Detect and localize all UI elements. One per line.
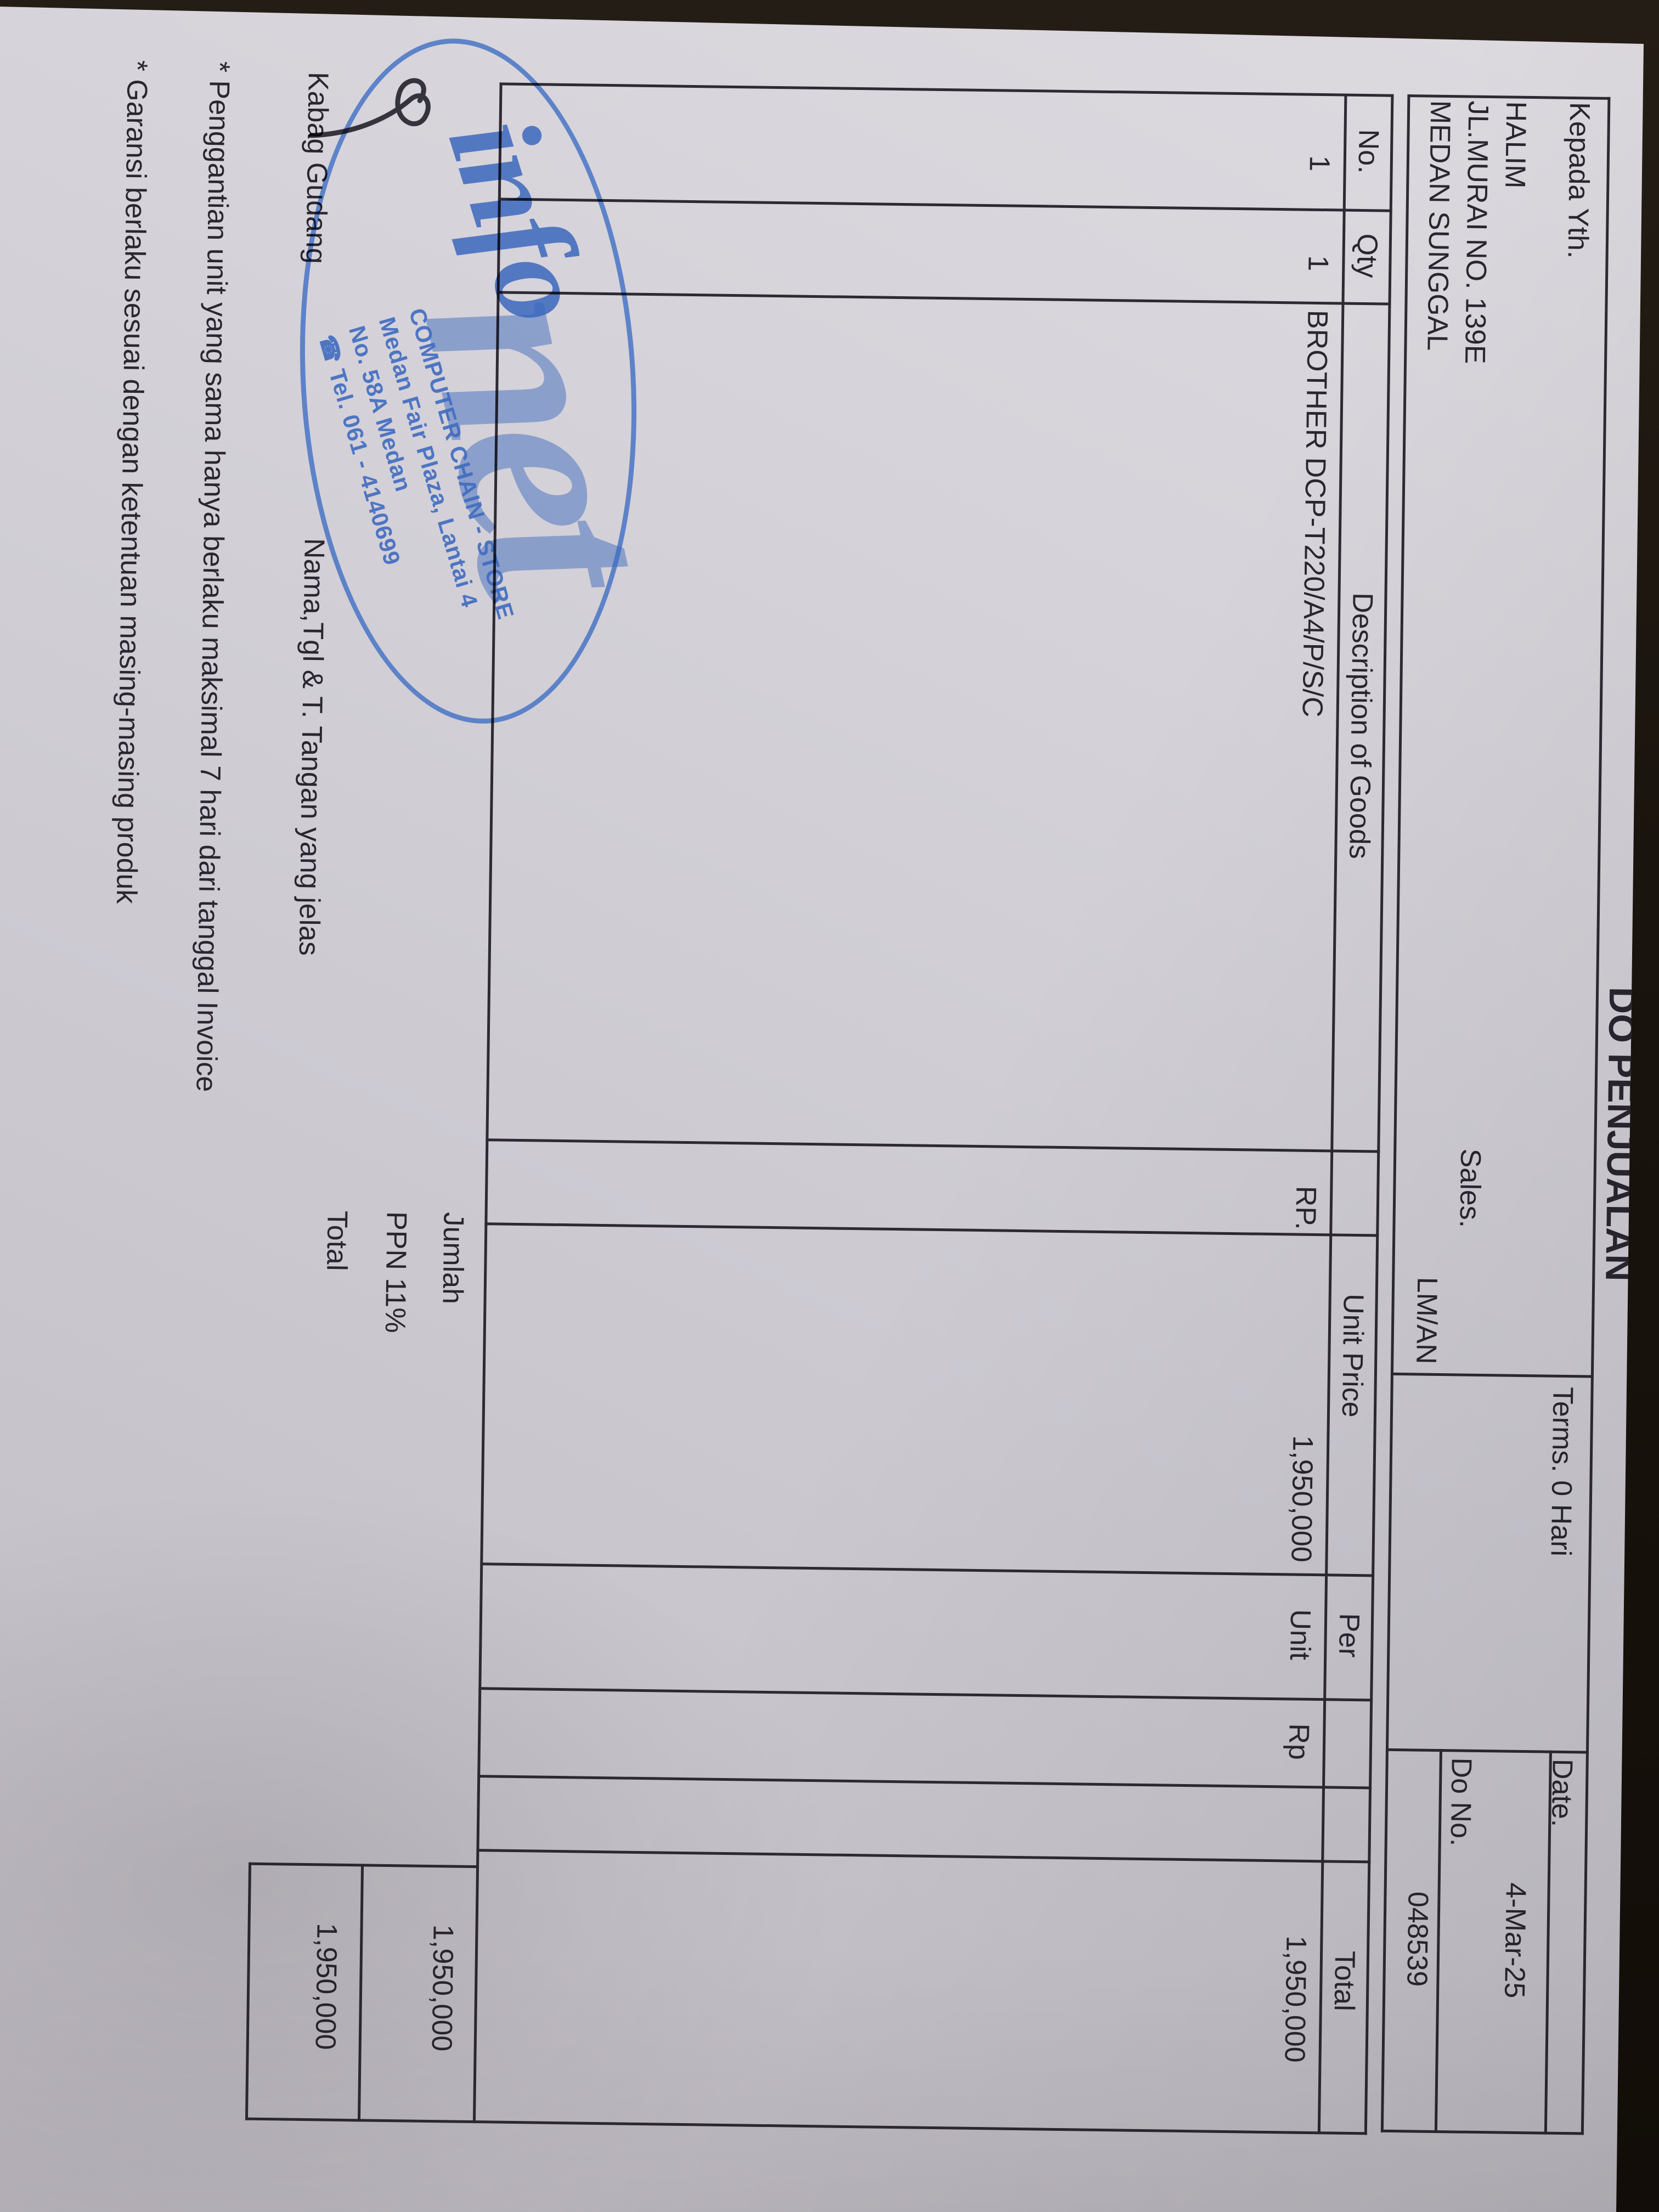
sales-delivery-note: DO PENJUALAN Kepada Yth. HALIM JL.MURAI … [0, 10, 1644, 2212]
pen-signature-mark [308, 78, 431, 138]
